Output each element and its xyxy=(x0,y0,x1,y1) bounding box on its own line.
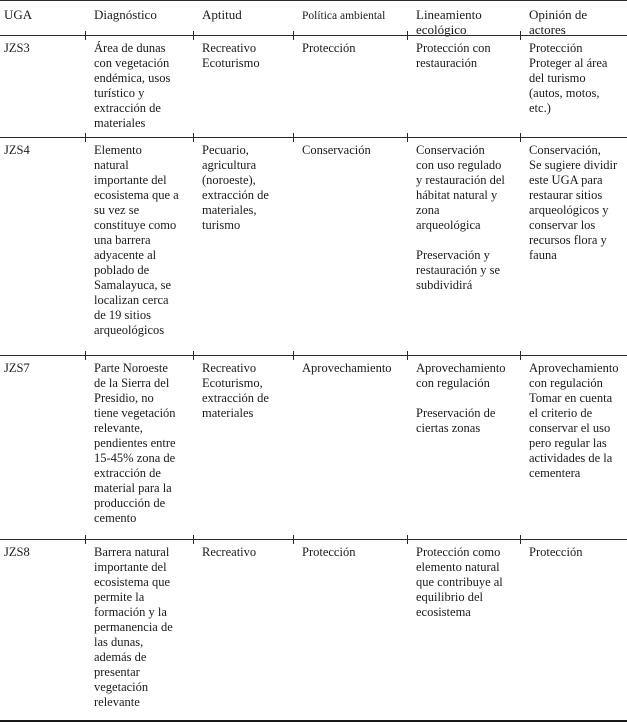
cell-aptitud: Recreativo Ecoturismo, extracción de mat… xyxy=(202,361,269,420)
column-divider-tick xyxy=(520,351,521,360)
column-divider-tick xyxy=(520,133,521,142)
column-header-diagnostico: Diagnóstico xyxy=(94,7,157,22)
column-divider-tick xyxy=(407,535,408,544)
column-divider-tick xyxy=(193,133,194,142)
cell-uga: JZS7 xyxy=(4,361,30,375)
column-divider-tick xyxy=(407,133,408,142)
table-row-jzs8: JZS8 Barrera natural importante del ecos… xyxy=(0,535,627,720)
cell-lineamiento-ecologico: Protección como elemento natural que con… xyxy=(416,545,503,619)
cell-politica-ambiental: Protección xyxy=(302,41,356,55)
cell-aptitud: Pecuario, agricultura (noroeste), extrac… xyxy=(202,143,269,232)
table-row-jzs7: JZS7 Parte Noroeste de la Sierra del Pre… xyxy=(0,351,627,539)
column-divider-tick xyxy=(293,133,294,142)
column-header-uga: UGA xyxy=(4,7,33,22)
cell-aptitud: Recreativo xyxy=(202,545,257,559)
column-header-opinion-actores: Opinión de actores xyxy=(529,7,588,37)
table-header-row: UGA Diagnóstico Aptitud Política ambient… xyxy=(0,1,627,37)
cell-uga: JZS3 xyxy=(4,41,30,55)
table-row-jzs4: JZS4 Elemento natural importante del eco… xyxy=(0,133,627,355)
cell-aptitud: Recreativo Ecoturismo xyxy=(202,41,260,70)
cell-diagnostico: Parte Noroeste de la Sierra del Presidio… xyxy=(94,361,176,525)
column-divider-tick xyxy=(407,31,408,40)
column-divider-tick xyxy=(85,133,86,142)
cell-politica-ambiental: Aprovechamiento xyxy=(302,361,392,375)
cell-opinion-actores: Aprovechamiento con regulación Tomar en … xyxy=(529,361,619,480)
column-divider-tick xyxy=(193,351,194,360)
column-divider-tick xyxy=(407,351,408,360)
column-divider-tick xyxy=(193,535,194,544)
cell-lineamiento-ecologico: Conservación con uso regulado y restaura… xyxy=(416,143,505,292)
column-divider-tick xyxy=(85,351,86,360)
column-divider-tick xyxy=(193,31,194,40)
column-divider-tick xyxy=(85,535,86,544)
cell-opinion-actores: Protección xyxy=(529,545,583,559)
column-divider-tick xyxy=(520,535,521,544)
table-row-jzs3: JZS3 Área de dunas con vegetación endémi… xyxy=(0,31,627,137)
cell-politica-ambiental: Conservación xyxy=(302,143,371,157)
cell-opinion-actores: Conservación, Se sugiere dividir este UG… xyxy=(529,143,618,262)
column-divider-tick xyxy=(293,31,294,40)
cell-politica-ambiental: Protección xyxy=(302,545,356,559)
column-header-aptitud: Aptitud xyxy=(202,7,242,22)
column-divider-tick xyxy=(520,31,521,40)
cell-diagnostico: Elemento natural importante del ecosiste… xyxy=(94,143,179,337)
cell-diagnostico: Área de dunas con vegetación endémica, u… xyxy=(94,41,171,130)
column-divider-tick xyxy=(293,535,294,544)
cell-uga: JZS8 xyxy=(4,545,30,559)
cell-uga: JZS4 xyxy=(4,143,30,157)
cell-lineamiento-ecologico: Protección con restauración xyxy=(416,41,491,70)
cell-opinion-actores: Protección Proteger al área del turismo … xyxy=(529,41,608,115)
column-header-lineamiento-ecologico: Lineamiento ecológico xyxy=(416,7,482,37)
cell-lineamiento-ecologico: Aprovechamiento con regulación Preservac… xyxy=(416,361,506,435)
cell-diagnostico: Barrera natural importante del ecosistem… xyxy=(94,545,173,709)
column-header-politica-ambiental: Política ambiental xyxy=(302,10,386,22)
column-divider-tick xyxy=(293,351,294,360)
column-divider-tick xyxy=(85,31,86,40)
